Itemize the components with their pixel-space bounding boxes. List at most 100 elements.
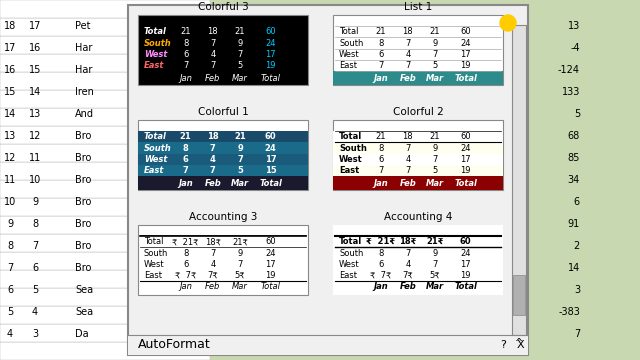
Text: X: X — [516, 340, 524, 350]
FancyBboxPatch shape — [333, 225, 503, 295]
Text: 8: 8 — [183, 144, 188, 153]
Text: Total: Total — [260, 282, 280, 291]
Text: ₹  7₹: ₹ 7₹ — [370, 271, 391, 280]
FancyBboxPatch shape — [138, 143, 308, 154]
Text: Colorful 2: Colorful 2 — [392, 107, 444, 117]
Text: Total: Total — [339, 237, 362, 246]
Text: South: South — [339, 39, 364, 48]
Text: 5: 5 — [32, 285, 38, 295]
Text: 13: 13 — [568, 21, 580, 31]
Text: 17: 17 — [460, 260, 471, 269]
FancyBboxPatch shape — [0, 162, 210, 180]
Text: 18: 18 — [403, 132, 413, 141]
Text: 7: 7 — [237, 50, 243, 59]
Text: 19: 19 — [460, 61, 471, 70]
FancyBboxPatch shape — [128, 335, 528, 355]
Text: 7: 7 — [405, 166, 410, 175]
Text: Bro: Bro — [75, 131, 92, 141]
FancyBboxPatch shape — [333, 15, 503, 85]
Text: 91: 91 — [568, 219, 580, 229]
Text: 21: 21 — [234, 132, 246, 141]
Text: Total: Total — [144, 237, 163, 246]
Text: 7: 7 — [210, 39, 216, 48]
Text: 16: 16 — [4, 65, 16, 75]
Text: -383: -383 — [558, 307, 580, 317]
Text: 21₹: 21₹ — [232, 237, 248, 246]
Text: 85: 85 — [568, 153, 580, 163]
FancyBboxPatch shape — [128, 5, 528, 355]
Text: 7: 7 — [405, 248, 410, 257]
FancyBboxPatch shape — [0, 198, 210, 216]
Text: Feb: Feb — [205, 73, 221, 82]
Text: 19: 19 — [266, 271, 276, 280]
Text: 21: 21 — [375, 27, 386, 36]
FancyBboxPatch shape — [0, 72, 210, 90]
Text: Jan: Jan — [373, 282, 388, 291]
Text: 17: 17 — [4, 43, 16, 53]
Text: 19: 19 — [460, 271, 471, 280]
Text: 9: 9 — [237, 248, 243, 257]
Text: And: And — [75, 109, 94, 119]
Text: Jan: Jan — [178, 179, 193, 188]
Text: ^: ^ — [515, 338, 523, 348]
Text: 7₹: 7₹ — [403, 271, 413, 280]
Text: 17: 17 — [265, 155, 276, 164]
Text: Mar: Mar — [232, 73, 248, 82]
Text: 17: 17 — [460, 155, 471, 164]
Text: West: West — [144, 155, 168, 164]
Text: AutoFormat: AutoFormat — [138, 338, 211, 351]
Text: 24: 24 — [460, 144, 471, 153]
FancyBboxPatch shape — [0, 252, 210, 270]
Text: 4: 4 — [210, 155, 216, 164]
Text: 5₹: 5₹ — [429, 271, 440, 280]
Text: West: West — [339, 260, 360, 269]
Text: 12: 12 — [29, 131, 41, 141]
Text: Sea: Sea — [75, 285, 93, 295]
Text: South: South — [144, 248, 168, 257]
Text: 13: 13 — [4, 131, 16, 141]
FancyBboxPatch shape — [0, 144, 210, 162]
Text: Mar: Mar — [426, 282, 444, 291]
FancyBboxPatch shape — [0, 216, 210, 234]
Text: 19: 19 — [460, 166, 471, 175]
Text: Total: Total — [454, 179, 477, 188]
FancyBboxPatch shape — [138, 15, 308, 85]
Text: 6: 6 — [378, 260, 383, 269]
Text: Bro: Bro — [75, 197, 92, 207]
Text: 7: 7 — [573, 329, 580, 339]
Text: -4: -4 — [570, 43, 580, 53]
Text: Accounting 3: Accounting 3 — [189, 212, 257, 222]
Text: 15: 15 — [4, 87, 16, 97]
Text: East: East — [339, 271, 357, 280]
Text: 21: 21 — [429, 27, 440, 36]
Text: 21: 21 — [180, 27, 191, 36]
Text: West: West — [144, 260, 164, 269]
Text: 7: 7 — [210, 248, 216, 257]
Text: 24: 24 — [266, 248, 276, 257]
Text: 60: 60 — [266, 237, 276, 246]
Text: Jan: Jan — [179, 282, 192, 291]
FancyBboxPatch shape — [530, 0, 640, 360]
Text: 7: 7 — [210, 166, 216, 175]
Text: 21: 21 — [180, 132, 191, 141]
Text: Pet: Pet — [75, 21, 90, 31]
Text: 7: 7 — [432, 155, 438, 164]
Text: ₹  21₹: ₹ 21₹ — [172, 237, 199, 246]
Text: Total: Total — [454, 282, 477, 291]
Text: 8: 8 — [378, 39, 383, 48]
Text: 18: 18 — [207, 132, 219, 141]
FancyBboxPatch shape — [0, 324, 210, 342]
Text: Mar: Mar — [426, 73, 444, 82]
Text: 18: 18 — [207, 27, 218, 36]
Text: 18: 18 — [4, 21, 16, 31]
FancyBboxPatch shape — [333, 154, 503, 165]
FancyBboxPatch shape — [0, 90, 210, 108]
Text: 5: 5 — [433, 61, 438, 70]
FancyBboxPatch shape — [138, 225, 308, 295]
Text: Accounting 4: Accounting 4 — [384, 212, 452, 222]
Text: Total: Total — [259, 179, 282, 188]
Text: 7: 7 — [7, 263, 13, 273]
Text: South: South — [144, 144, 172, 153]
Text: 7: 7 — [432, 50, 438, 59]
Text: 9: 9 — [237, 144, 243, 153]
